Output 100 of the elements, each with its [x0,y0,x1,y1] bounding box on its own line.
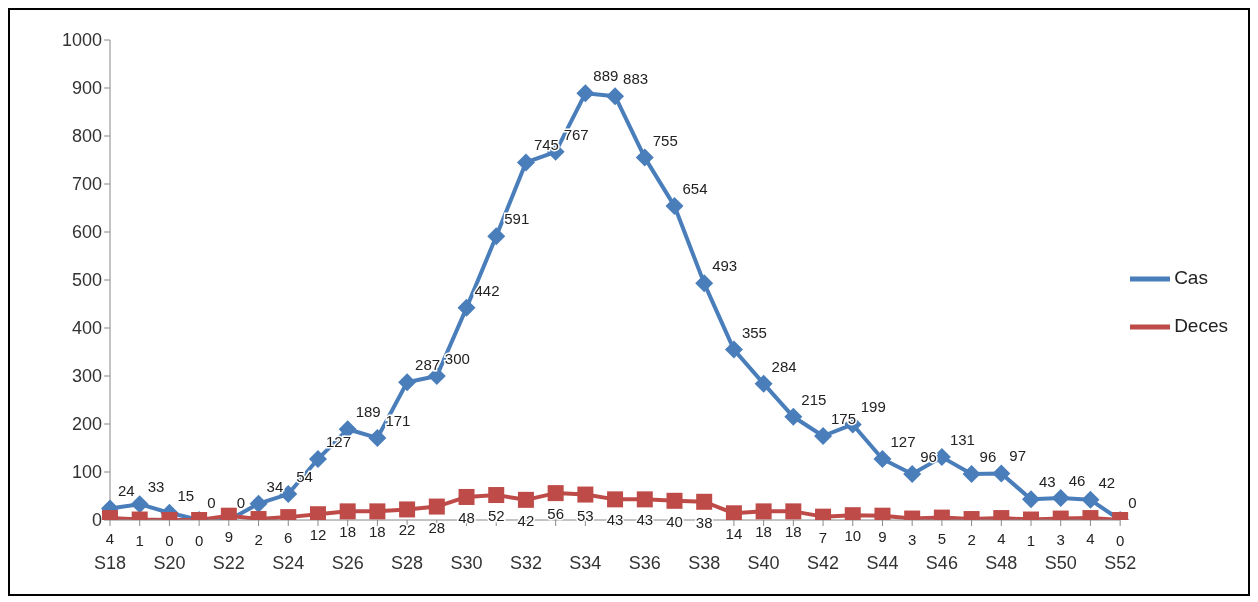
point [1051,488,1070,507]
y-tick-label: 800 [71,126,102,147]
x-tick-label: S52 [1104,552,1137,573]
point [695,274,714,293]
x-tick-label: S34 [569,552,602,573]
data-label: 442 [474,281,500,299]
data-label: 5 [937,529,947,547]
data-label: 7 [818,528,828,546]
y-tick-label: 600 [71,222,102,243]
point [458,488,475,505]
data-label: 2 [254,531,263,549]
data-label: 52 [487,507,505,525]
data-label: 40 [666,512,683,530]
data-label: 33 [147,478,165,496]
y-tick-label: 100 [71,462,102,483]
point [398,373,417,392]
data-label: 18 [339,523,357,541]
point [635,148,654,167]
point [308,450,327,469]
x-tick-label: S32 [509,552,542,573]
data-label: 53 [577,506,594,524]
point [754,374,773,393]
point [339,503,356,520]
data-label: 215 [801,390,827,408]
data-label: 287 [415,356,441,374]
data-label: 883 [623,70,649,88]
data-label: 493 [712,257,738,275]
legend-label: Deces [1174,315,1228,336]
data-label: 0 [1115,532,1125,549]
point [606,87,625,106]
data-label: 755 [652,131,678,149]
data-label: 15 [177,486,195,504]
point [607,491,624,508]
data-label: 42 [517,511,535,529]
point [428,498,445,515]
data-label: 745 [533,136,559,154]
point [577,486,594,503]
data-label: 284 [771,357,797,375]
point [547,485,564,502]
point [576,84,595,103]
data-label: 9 [878,527,887,545]
y-tick-label: 500 [71,270,102,291]
data-label: 4 [105,530,115,548]
x-tick-label: S38 [688,552,721,573]
data-label: 24 [118,482,135,500]
y-tick-label: 300 [71,366,102,387]
x-tick-label: S24 [272,552,305,573]
x-tick-label: S48 [985,552,1018,573]
point [903,464,922,483]
data-label: 96 [979,447,997,465]
point [368,428,387,447]
point [517,491,534,508]
point [755,503,772,520]
x-tick-label: S36 [628,552,661,573]
x-tick-label: S22 [212,552,245,573]
data-label: 199 [860,398,886,416]
data-label: 56 [547,505,564,523]
data-label: 14 [725,525,743,543]
point [636,491,653,508]
data-label: 1 [135,531,144,549]
data-label: 591 [504,210,530,228]
data-label: 3 [908,530,917,548]
data-label: 355 [741,323,767,341]
data-label: 127 [890,433,916,451]
point [399,501,416,518]
point [249,494,268,513]
x-tick-label: S50 [1044,552,1077,573]
data-label: 46 [1068,471,1086,489]
data-label: 18 [755,523,772,541]
data-label: 767 [563,125,589,143]
data-label: 10 [844,527,862,545]
data-label: 28 [428,518,446,536]
y-tick-label: 1000 [61,30,102,51]
data-label: 38 [695,513,713,531]
x-tick-label: S28 [391,552,424,573]
x-tick-label: S46 [925,552,958,573]
point [873,450,892,469]
data-label: 48 [458,508,475,526]
data-label: 0 [236,494,246,511]
data-label: 0 [1128,494,1137,511]
x-tick-label: S26 [331,552,364,573]
data-label: 18 [784,523,802,541]
y-tick-label: 700 [71,174,102,195]
data-label: 43 [636,511,654,529]
x-tick-label: S42 [807,552,840,573]
data-label: 2 [967,531,976,549]
data-label: 889 [593,67,619,85]
data-label: 97 [1009,447,1026,465]
data-label: 4 [1086,530,1095,548]
point [784,407,803,426]
y-tick-label: 0 [91,510,102,531]
x-tick-label: S20 [153,552,186,573]
legend-label: Cas [1174,267,1208,288]
x-tick-label: S30 [450,552,483,573]
data-label: 43 [1039,473,1056,491]
y-tick-label: 400 [71,318,102,339]
data-label: 654 [682,180,708,198]
point [665,197,684,216]
data-label: 43 [606,511,624,529]
data-label: 96 [920,447,937,465]
